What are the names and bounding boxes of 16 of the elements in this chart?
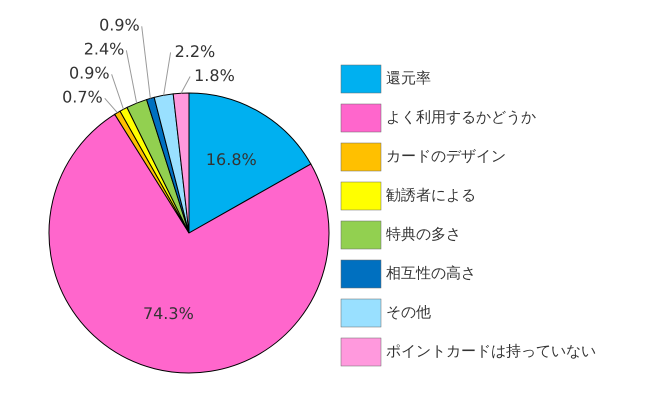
data-label: 16.8% — [206, 150, 257, 169]
legend-label: 特典の多さ — [386, 225, 461, 244]
legend-label: 相互性の高さ — [386, 264, 476, 282]
data-label: 74.3% — [142, 304, 194, 323]
legend-label: その他 — [386, 303, 431, 322]
data-label: 1.8% — [194, 66, 235, 85]
legend-label: 還元率 — [386, 69, 431, 88]
legend-label: よく利用するかどうか — [386, 108, 536, 126]
legend-label: 勧誘者による — [386, 186, 476, 204]
data-label: 0.7% — [62, 88, 103, 107]
legend-label: カードのデザイン — [386, 147, 506, 166]
legend-label: ポイントカードは持っていない — [386, 342, 596, 360]
data-label: 0.9% — [99, 16, 140, 35]
data-label: 2.2% — [174, 42, 216, 61]
data-label: 2.4% — [84, 40, 124, 59]
data-label: 0.9% — [68, 64, 110, 83]
